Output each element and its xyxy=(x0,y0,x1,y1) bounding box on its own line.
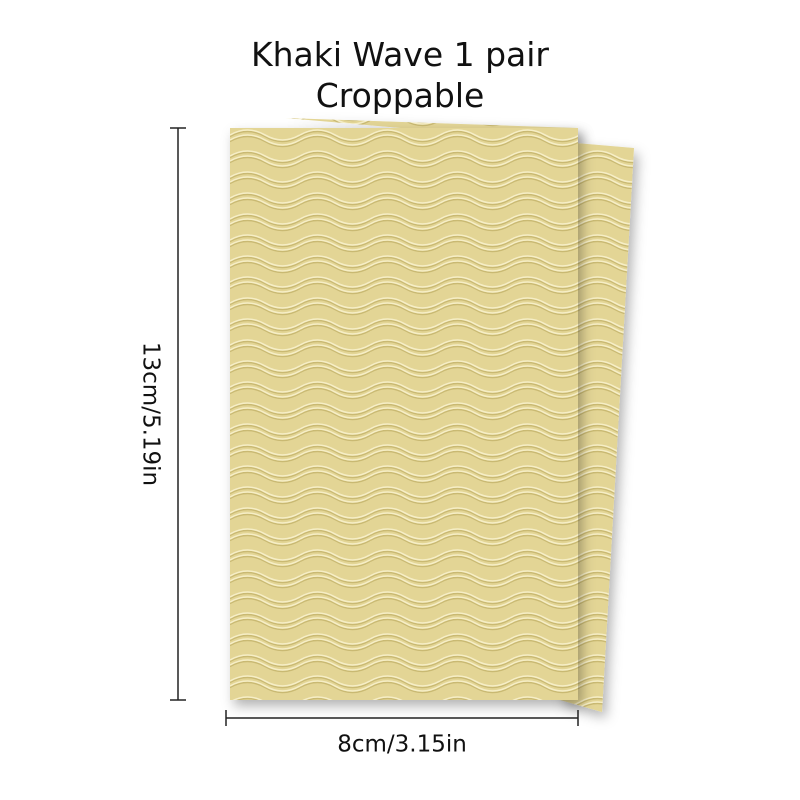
width-dimension-line xyxy=(225,710,579,726)
title-line: Croppable xyxy=(316,76,485,115)
height-label: 13cm/5.19in xyxy=(138,342,164,486)
height-dimension-line xyxy=(170,127,186,701)
width-label: 8cm/3.15in xyxy=(337,732,467,758)
title-line: Khaki Wave 1 pair xyxy=(251,35,549,74)
back-sheet xyxy=(285,118,634,712)
front-sheet xyxy=(230,128,578,700)
